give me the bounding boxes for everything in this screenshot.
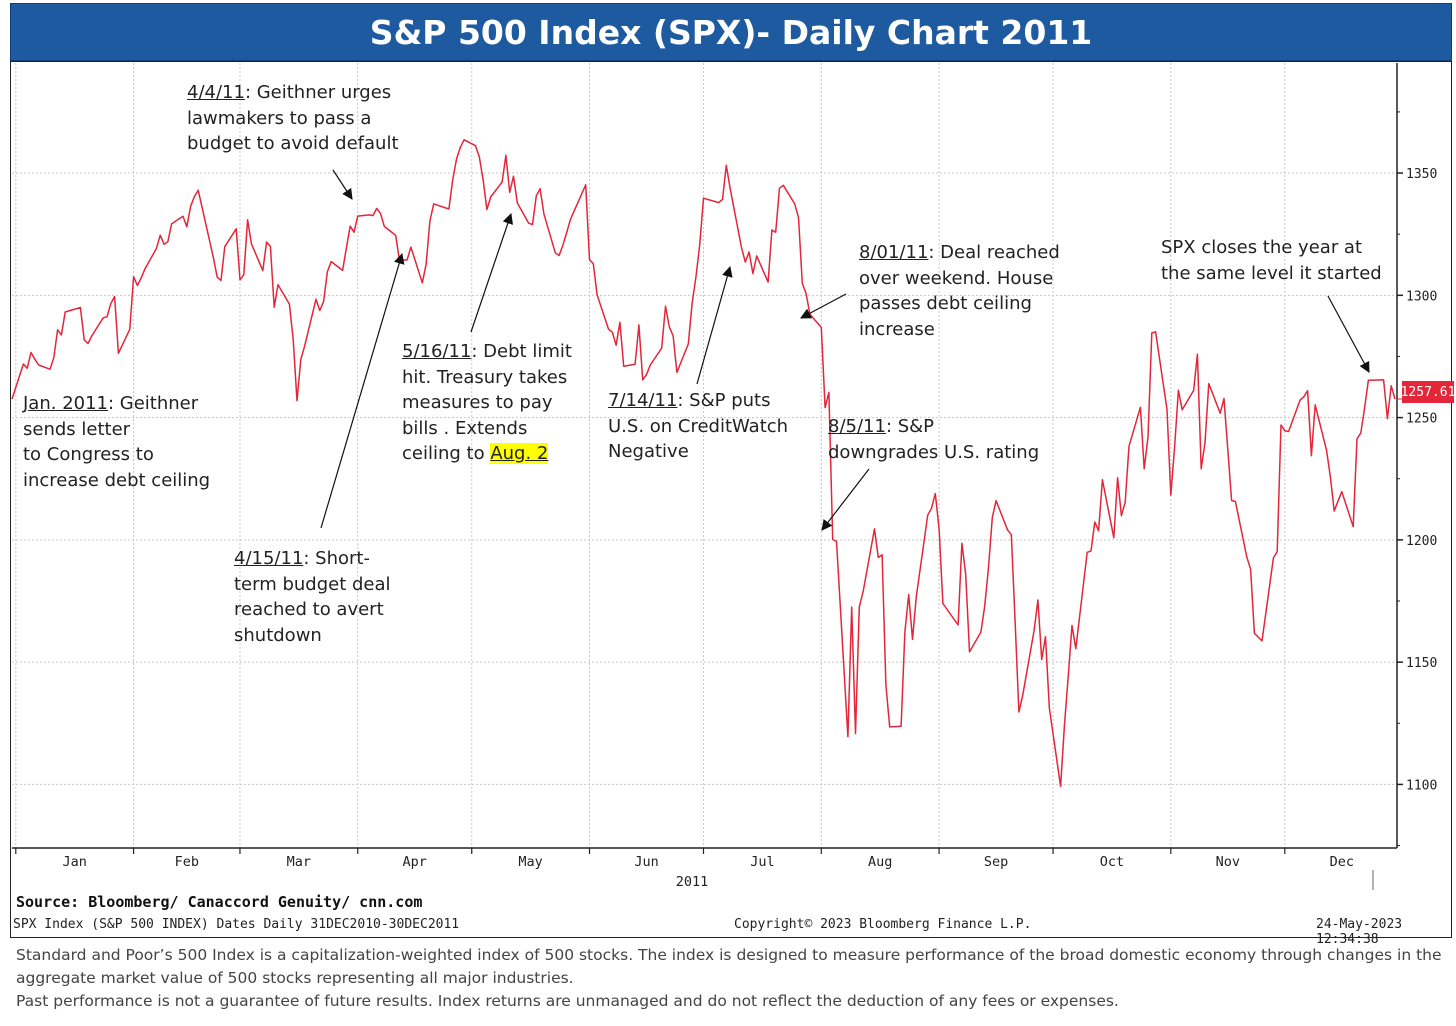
annotation-aug-1: 8/01/11: Deal reached over weekend. Hous…: [859, 240, 1060, 342]
y-tick-label: 1250: [1406, 412, 1437, 427]
footer-copyright: Copyright© 2023 Bloomberg Finance L.P.: [734, 917, 1032, 932]
annotation-text: over weekend. House: [859, 267, 1054, 289]
footer-timestamp: 24-May-2023 12:34:38: [1316, 917, 1403, 947]
x-axis-year-label: 2011: [676, 874, 709, 890]
disclaimer: Standard and Poor’s 500 Index is a capit…: [16, 944, 1446, 1013]
chart-title-bar: S&P 500 Index (SPX)- Daily Chart 2011: [10, 3, 1452, 61]
annotation-text: the same level it started: [1161, 262, 1382, 284]
annotation-aug-5: 8/5/11: S&P downgrades U.S. rating: [828, 414, 1039, 465]
annotation-text: : Short-: [303, 548, 370, 569]
annotation-text: term budget deal: [234, 573, 391, 595]
annotation-text: : S&P: [885, 416, 935, 437]
annotation-date: 8/5/11: [828, 416, 886, 437]
annotation-text: reached to avert: [234, 599, 384, 620]
arrow-aug-5: [821, 468, 870, 531]
annotation-text: to Congress to: [23, 444, 154, 465]
annotation-year-end: SPX closes the year at the same level it…: [1161, 235, 1382, 286]
x-tick-label: May: [518, 854, 542, 870]
y-tick-label: 1100: [1406, 778, 1437, 793]
annotation-date: 8/01/11: [859, 242, 929, 263]
y-tick-label: 1200: [1406, 534, 1437, 549]
disclaimer-paragraph: Past performance is not a guarantee of f…: [16, 992, 1119, 1010]
annotation-text: measures to pay: [402, 392, 553, 413]
y-tick-label: 1150: [1406, 656, 1437, 671]
annotation-text: : Geithner urges: [244, 82, 392, 103]
annotation-apr-4: 4/4/11: Geithner urges lawmakers to pass…: [187, 80, 399, 157]
annotation-jul-14: 7/14/11: S&P puts U.S. on CreditWatch Ne…: [608, 388, 788, 465]
annotation-text: budget to avoid default: [187, 133, 399, 154]
spx-series-line: [11, 139, 1396, 788]
x-tick-label: Mar: [287, 854, 311, 870]
x-tick-label: Feb: [175, 854, 199, 870]
annotation-text: lawmakers to pass a: [187, 107, 372, 129]
annotation-date: 5/16/11: [402, 341, 472, 362]
annotation-text: ceiling to: [402, 443, 491, 464]
annotation-text: : Debt limit: [471, 341, 572, 362]
x-tick-label: Aug: [868, 854, 892, 870]
arrow-jul-14: [696, 265, 733, 385]
arrow-aug-1: [800, 293, 847, 319]
x-tick-label: Nov: [1216, 854, 1240, 870]
x-tick-label: Jul: [750, 854, 774, 870]
x-tick-label: Dec: [1330, 854, 1354, 870]
disclaimer-paragraph: Standard and Poor’s 500 Index is a capit…: [16, 946, 1442, 987]
annotation-text: increase: [859, 318, 935, 340]
annotation-text: SPX closes the year at: [1161, 237, 1363, 258]
annotation-text: Negative: [608, 441, 689, 462]
annotation-date: 7/14/11: [608, 390, 678, 411]
arrow-apr-4: [332, 169, 353, 200]
annotation-may-16: 5/16/11: Debt limit hit. Treasury takes …: [402, 339, 572, 467]
y-tick-label: 1300: [1406, 289, 1437, 304]
annotation-text: bills . Extends: [402, 417, 528, 439]
annotation-date: 4/4/11: [187, 82, 245, 103]
annotation-text: downgrades U.S. rating: [828, 441, 1040, 463]
annotation-text: : Geithner: [108, 393, 199, 414]
chart-frame: [10, 61, 1452, 938]
annotation-text: passes debt ceiling: [859, 293, 1032, 314]
x-tick-label: Apr: [403, 854, 427, 870]
annotation-text: hit. Treasury takes: [402, 366, 568, 388]
y-tick-label: 1350: [1406, 167, 1437, 182]
annotation-date: Jan. 2011: [23, 393, 108, 414]
annotation-jan-2011: Jan. 2011: Geithner sends letter to Cong…: [23, 391, 210, 493]
annotation-date: 4/15/11: [234, 548, 304, 569]
last-value-badge: 1257.61: [1401, 381, 1455, 403]
annotation-apr-15: 4/15/11: Short- term budget deal reached…: [234, 546, 391, 648]
x-tick-label: Sep: [984, 854, 1008, 870]
highlighted-date: Aug. 2: [490, 443, 549, 464]
chart-title: S&P 500 Index (SPX)- Daily Chart 2011: [369, 12, 1093, 52]
annotation-text: sends letter: [23, 418, 131, 440]
x-tick-label: Jun: [634, 854, 658, 870]
annotation-text: : Deal reached: [928, 242, 1060, 263]
footer-dates: SPX Index (S&P 500 INDEX) Dates Daily 31…: [13, 917, 460, 932]
x-tick-label: Oct: [1100, 854, 1124, 870]
annotation-text: increase debt ceiling: [23, 469, 211, 491]
annotation-text: U.S. on CreditWatch: [608, 415, 789, 437]
annotation-text: shutdown: [234, 624, 322, 646]
x-tick-label: Jan: [62, 854, 86, 870]
arrow-may-16: [470, 212, 513, 333]
source-credit: Source: Bloomberg/ Canaccord Genuity/ cn…: [16, 893, 423, 911]
arrow-year-end: [1327, 295, 1370, 373]
annotation-text: : S&P puts: [677, 390, 771, 411]
arrow-apr-15: [320, 252, 405, 529]
